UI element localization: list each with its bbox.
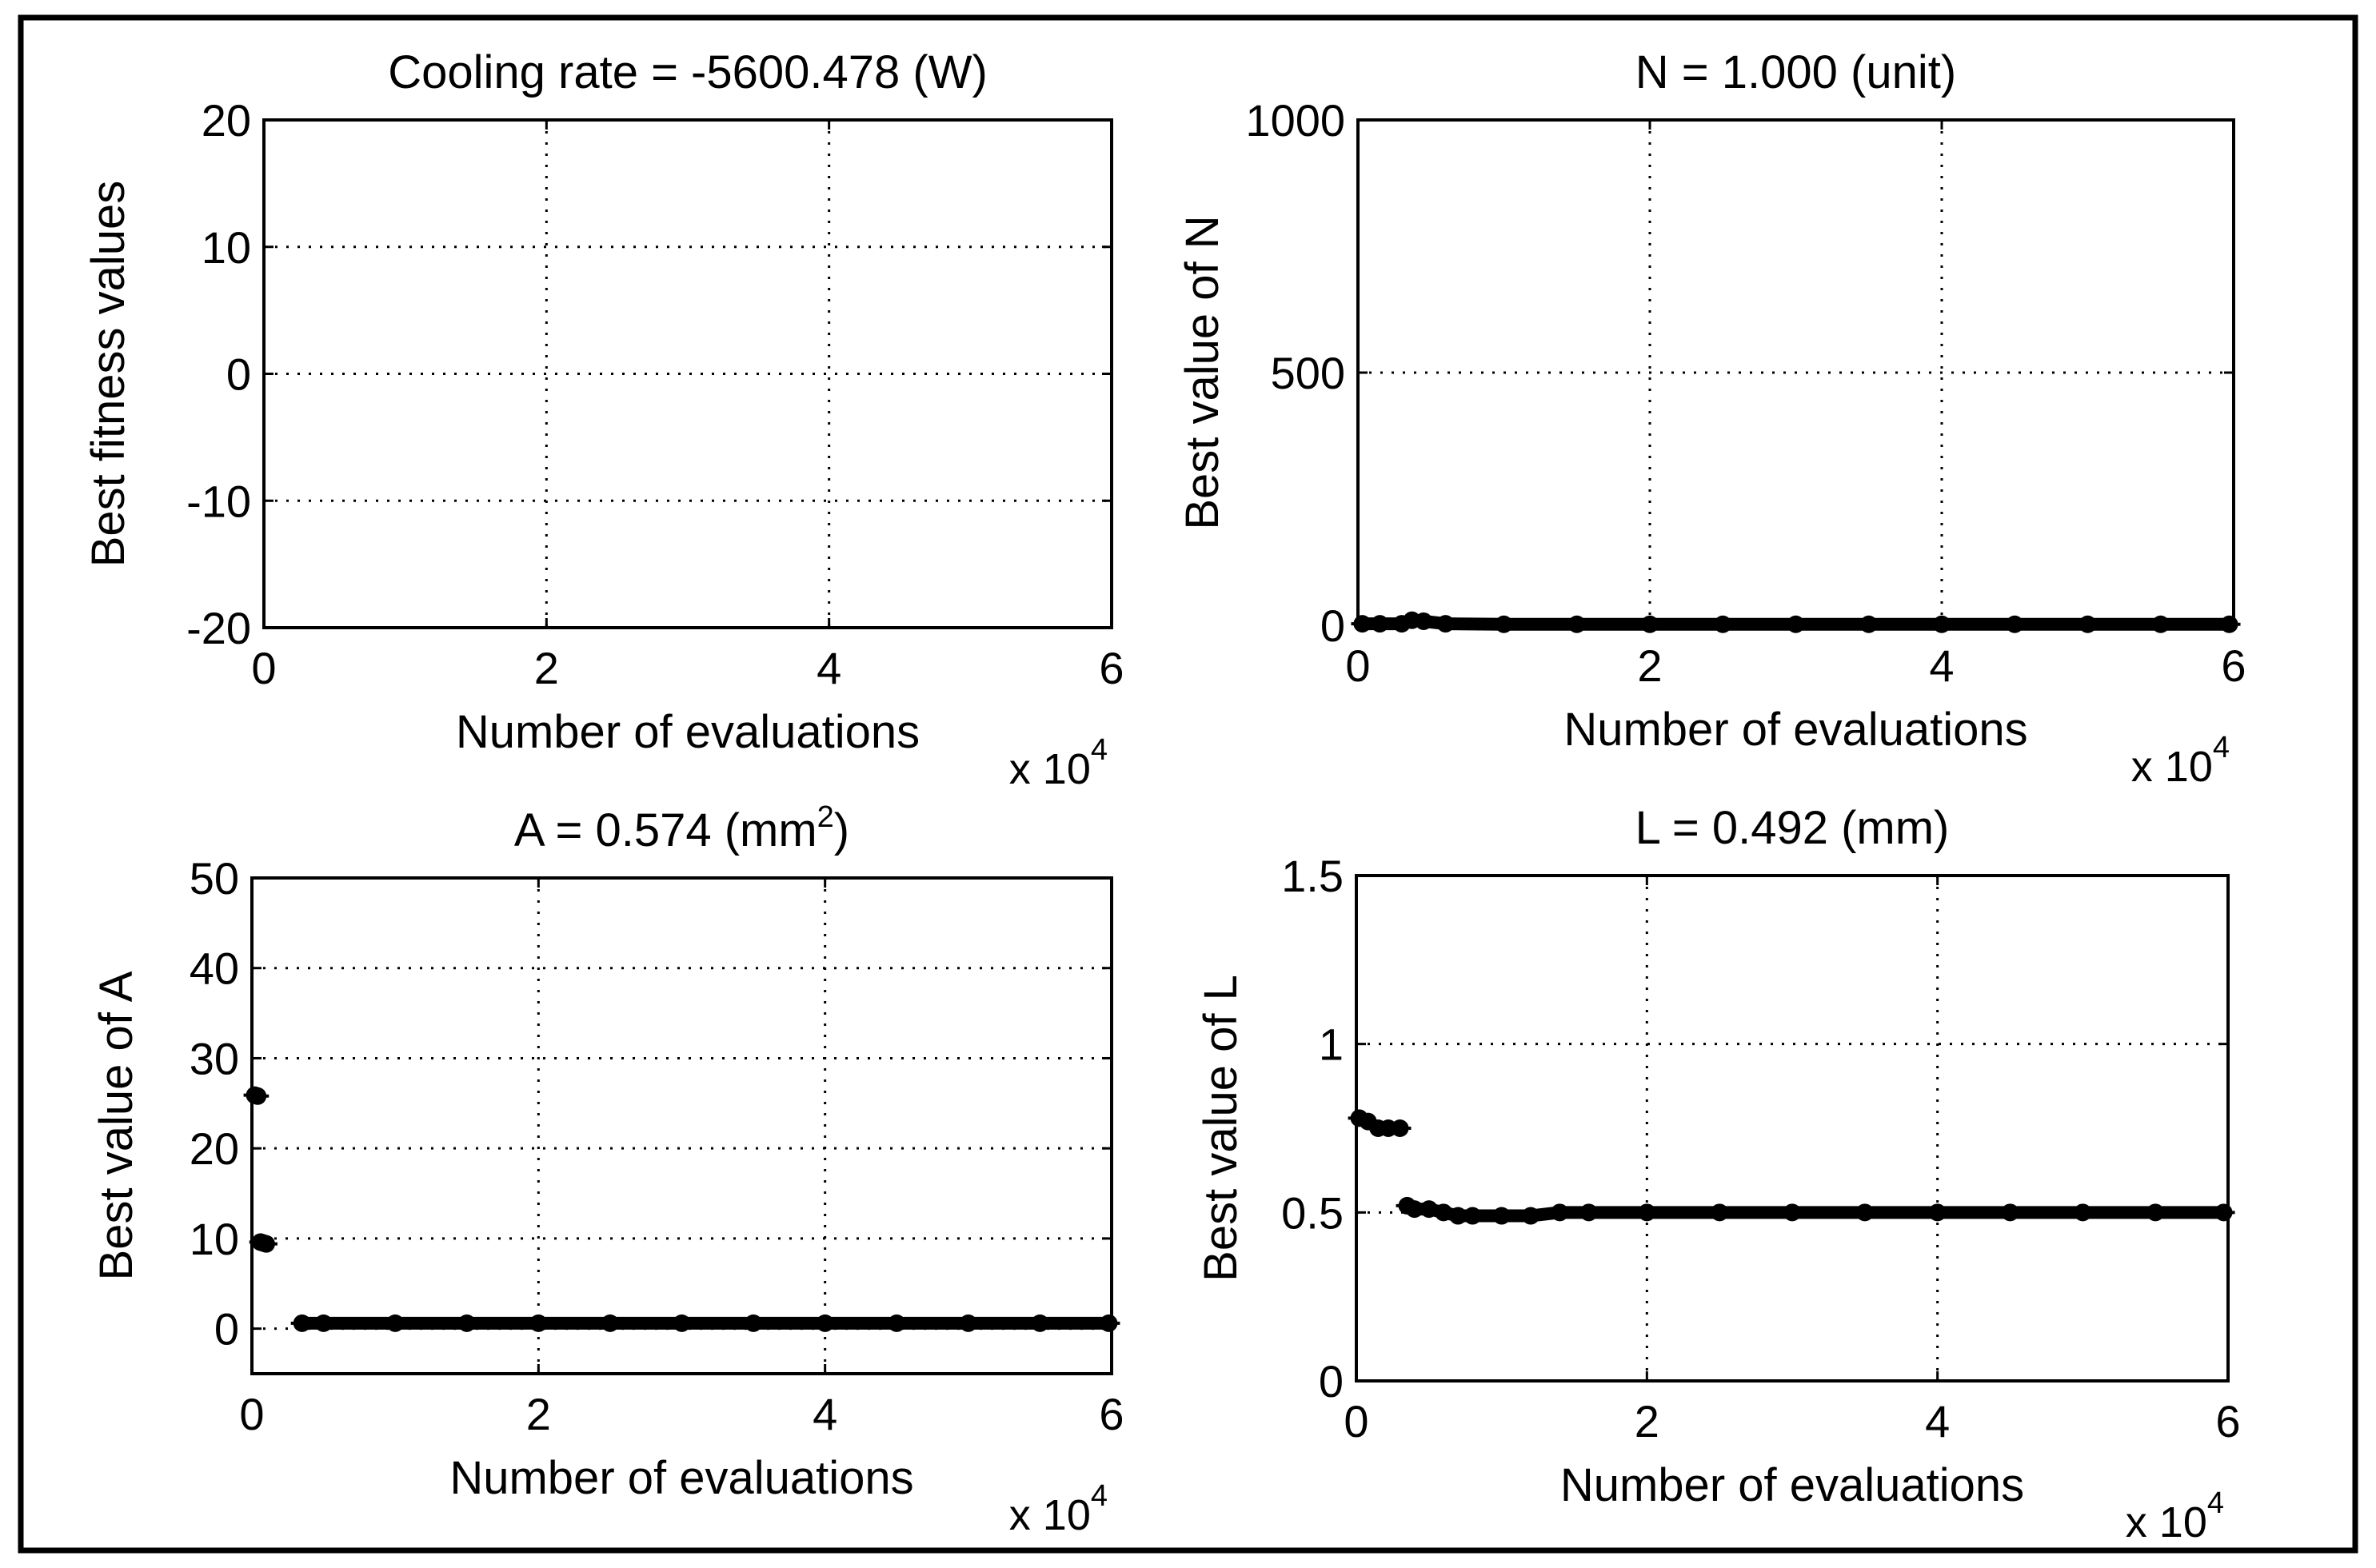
x-tick-label: 0 [251,643,276,693]
plot-title: N = 1.000 (unit) [1635,46,1956,98]
x-axis-label: Number of evaluations [1560,1459,2024,1511]
y-tick-label: 0 [1320,600,1345,651]
y-tick-label: 50 [190,853,239,904]
y-tick-label: 20 [190,1123,239,1174]
x-axis-label: Number of evaluations [449,1452,913,1504]
y-tick-label: 10 [202,222,251,273]
x-multiplier-exponent: 4 [1091,1479,1108,1513]
y-axis-label: Best value of A [90,971,142,1280]
x-tick-label: 2 [526,1389,551,1439]
y-tick-label: 1000 [1245,95,1345,146]
plot-area [1356,876,2228,1381]
x-tick-label: 0 [1344,1396,1368,1446]
x-tick-label: 4 [813,1389,837,1439]
x-multiplier-exponent: 4 [2207,1486,2224,1520]
series-best-a [243,1086,1120,1332]
series-best-l [1348,1109,2235,1225]
plot-title: A = 0.574 (mm2) [514,800,849,856]
y-axis-label: Best fitness values [82,181,134,568]
x-tick-label: 6 [2221,640,2246,691]
x-tick-label: 6 [2215,1396,2240,1446]
y-tick-label: 1 [1319,1019,1344,1070]
title-superscript: 2 [817,800,834,834]
y-tick-label: 0 [214,1304,239,1355]
y-tick-label: 1.5 [1281,851,1344,901]
x-tick-label: 4 [817,643,841,693]
x-tick-label: 0 [1345,640,1370,691]
y-tick-label: 0 [226,349,251,400]
x-tick-label: 0 [239,1389,264,1439]
x-tick-label: 6 [1099,1389,1124,1439]
plot-area [264,120,1112,628]
y-tick-label: 10 [190,1214,239,1264]
chart-cooling-rate: 0 2 4 6 -20 -10 0 10 20 Cooling rate = -5600.478 … [82,46,1124,793]
x-tick-label: 2 [534,643,559,693]
y-tick-label: -20 [186,603,251,653]
axes-box [1356,118,2235,627]
x-axis-label: Number of evaluations [456,706,920,758]
y-tick-label: -10 [186,476,251,526]
y-axis-label: Best value of N [1176,215,1228,529]
axes-box [262,118,1113,629]
y-tick-label: 40 [190,944,239,994]
x-tick-label: 2 [1637,640,1662,691]
axes-box [250,876,1113,1375]
title-end: ) [834,804,849,856]
x-multiplier-exponent: 4 [1091,733,1108,767]
plot-title: L = 0.492 (mm) [1635,802,1950,854]
x-tick-label: 4 [1925,1396,1950,1446]
y-tick-label: 0 [1319,1356,1344,1406]
x-tick-label: 2 [1635,1396,1659,1446]
chart-best-n: 0 2 4 6 0 500 1000 N = 1.000 (unit) Number of ev… [1176,46,2246,791]
plot-area [252,878,1112,1374]
y-axis-label: Best value of L [1195,975,1247,1282]
x-multiplier-exponent: 4 [2213,731,2230,764]
chart-best-l: 0 2 4 6 0 0.5 1 1.5 L = 0.492 (mm) Number of eval… [1195,802,2241,1546]
chart-best-a: 0 2 4 6 0 10 20 30 40 50 A = 0.574 (mm2) Number of … [90,800,1124,1539]
plot-title: Cooling rate = -5600.478 (W) [388,46,988,98]
y-tick-label: 30 [190,1033,239,1083]
y-tick-label: 500 [1271,348,1345,398]
axes-box [1355,874,2230,1382]
x-tick-label: 6 [1099,643,1124,693]
x-axis-label: Number of evaluations [1563,704,2027,756]
y-tick-label: 20 [202,95,251,146]
x-tick-label: 4 [1929,640,1954,691]
y-tick-label: 0.5 [1281,1187,1344,1238]
